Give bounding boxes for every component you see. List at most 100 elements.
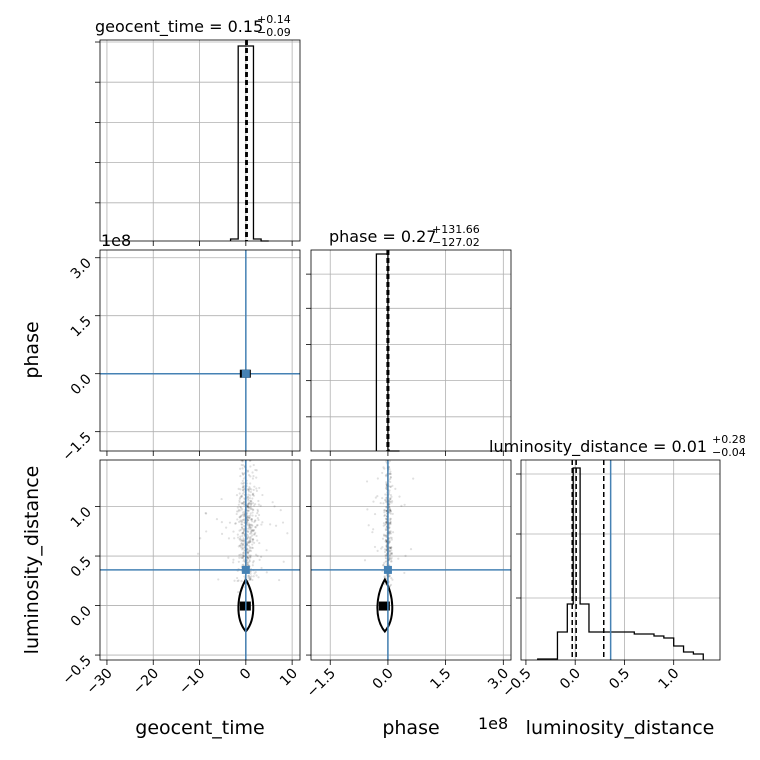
scatter-point [236, 533, 239, 536]
scatter-point [236, 576, 239, 580]
scatter-point [389, 472, 392, 475]
scatter-point [390, 552, 393, 555]
scatter-point [247, 574, 251, 577]
scatter-point [233, 537, 236, 540]
scatter-point [391, 512, 394, 516]
scatter-point [239, 519, 242, 522]
scatter-point [227, 556, 230, 559]
plot-area [100, 451, 300, 660]
scatter-point [249, 554, 252, 557]
scatter-point [246, 505, 250, 508]
axes-frame [99, 39, 301, 242]
scatter-point [387, 456, 389, 458]
scatter-point [383, 576, 386, 579]
scatter-point [389, 497, 392, 500]
scatter-point [242, 551, 245, 554]
scatter-point [398, 495, 401, 498]
scatter-point [389, 546, 392, 549]
scatter-point [243, 575, 246, 578]
scatter-point [248, 575, 251, 578]
scatter-point [254, 468, 257, 472]
scatter-point [247, 551, 250, 554]
scatter-point [248, 539, 252, 543]
scatter-point [384, 556, 387, 560]
scatter-point [388, 540, 391, 543]
scatter-point [409, 547, 413, 551]
scatter-point [366, 508, 369, 511]
x-tick-label: 1.0 [655, 666, 682, 693]
scatter-point [376, 477, 379, 480]
scatter-point [249, 451, 251, 453]
scatter-point [388, 556, 391, 559]
axes-frame [520, 459, 721, 661]
scatter-point [247, 514, 250, 518]
scatter-point [240, 494, 243, 497]
scatter-point [391, 484, 394, 487]
scatter-point [384, 493, 387, 496]
scatter-point [250, 488, 253, 491]
scatter-point [246, 503, 249, 506]
scatter-point [247, 509, 251, 512]
scatter-point [248, 540, 252, 544]
title-phase-plus: +131.66 [432, 223, 480, 236]
scatter-point [260, 566, 263, 570]
scatter-point [250, 507, 253, 510]
scatter-point [382, 522, 386, 525]
contour [376, 577, 394, 634]
scatter-point [241, 534, 244, 537]
scatter-point [390, 549, 393, 552]
scatter-point [274, 524, 278, 527]
scatter-point [256, 510, 260, 513]
scatter-point [247, 502, 250, 505]
scatter-point [242, 530, 246, 533]
scatter-point [388, 439, 390, 441]
scatter-point [240, 580, 243, 583]
scatter-point [389, 532, 392, 535]
scatter-point [385, 482, 388, 486]
scatter-point [242, 477, 245, 480]
density-core [378, 601, 390, 611]
scatter-point [233, 579, 236, 582]
scatter-point [248, 516, 251, 519]
scatter-point [251, 538, 254, 541]
x-axis-label-geocent-time: geocent_time [135, 717, 264, 739]
scatter-point [252, 560, 255, 563]
scatter-point [249, 523, 252, 526]
scatter-point [246, 505, 249, 508]
scatter-point [232, 530, 235, 533]
scatter-point [247, 503, 250, 506]
scatter-point [391, 578, 394, 581]
scatter-point [389, 509, 392, 512]
scatter-point [384, 553, 387, 557]
scatter-point [385, 526, 388, 529]
y-tick-label: 1.0 [68, 504, 95, 531]
scatter-point [256, 516, 259, 520]
scatter-point [251, 497, 254, 500]
scatter-point [246, 562, 250, 565]
axes-frame [99, 249, 301, 452]
scatter-point [246, 541, 250, 544]
scatter-point [241, 492, 245, 495]
scatter-point [388, 509, 391, 512]
scatter-point [383, 467, 386, 470]
scatter-point [205, 530, 208, 533]
scatter-point [241, 546, 244, 549]
x-tick-label: −10 [176, 666, 208, 698]
scatter-point [261, 521, 264, 524]
y-tick-label: 1.5 [68, 313, 95, 340]
scatter-point [249, 499, 252, 502]
scatter-point [241, 472, 245, 476]
scatter-point [248, 502, 251, 505]
scatter-point [250, 518, 253, 521]
scatter-point [389, 583, 393, 586]
scatter-point [242, 502, 245, 505]
scatter-point [279, 509, 282, 512]
scatter-point [240, 556, 243, 559]
scatter-point [251, 514, 254, 517]
scatter-point [242, 515, 245, 518]
scatter-point [232, 558, 235, 561]
scatter-point [252, 538, 255, 541]
scatter-point [251, 508, 254, 511]
scatter-point [246, 557, 250, 560]
scatter-point [256, 539, 259, 542]
